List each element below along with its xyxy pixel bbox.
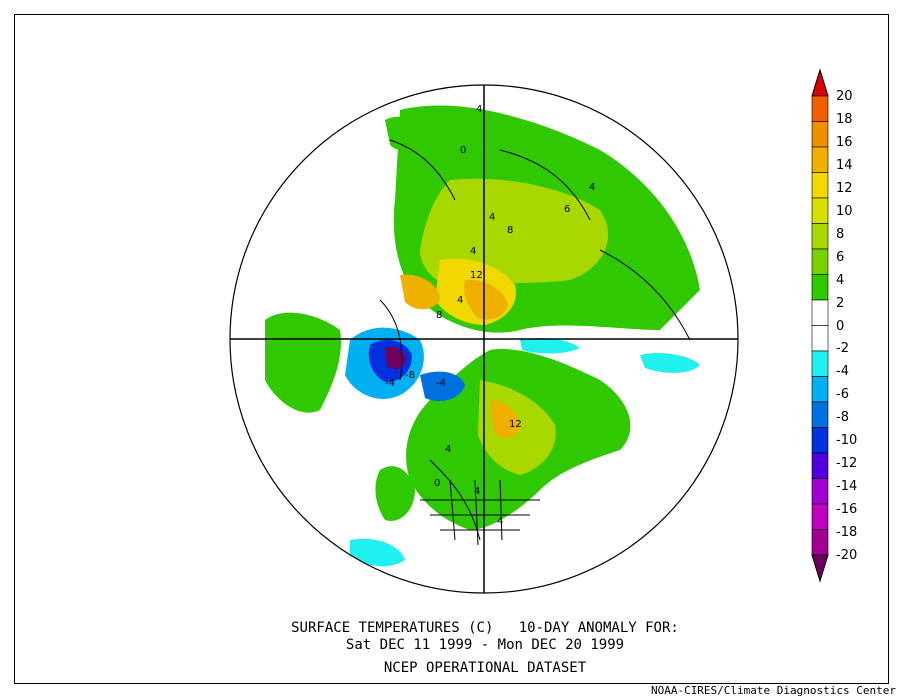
colorbar-segment: [811, 197, 829, 224]
colorbar-label: -2: [836, 341, 849, 357]
colorbar-label: 20: [836, 89, 853, 104]
colorbar-label: 18: [836, 111, 853, 127]
colorbar-label: 10: [836, 203, 853, 219]
anomaly-patch-pacific: [265, 312, 341, 413]
anomaly-core-canada: [490, 400, 520, 439]
contour-label: 12: [509, 419, 522, 430]
contour-label: 8: [507, 225, 513, 236]
colorbar: [811, 68, 829, 583]
colorbar-segment: [811, 452, 829, 479]
colorbar-segment: [811, 350, 829, 377]
contour-label: 8: [436, 310, 442, 321]
anomaly-field: [230, 85, 738, 593]
credit-text: NOAA-CIRES/Climate Diagnostics Center: [650, 684, 896, 697]
colorbar-segment: [811, 223, 829, 250]
colorbar-segment: [811, 427, 829, 454]
contour-label: 4: [457, 295, 463, 306]
colorbar-label: -16: [836, 502, 858, 518]
colorbar-segment: [811, 529, 829, 556]
colorbar-label: -6: [836, 387, 849, 403]
colorbar-segment: [811, 146, 829, 173]
colorbar-arrow-bottom: [811, 554, 829, 583]
anomaly-patch-cold-3: [350, 538, 405, 567]
contour-label: -4: [385, 378, 395, 389]
colorbar-label: 0: [836, 318, 845, 334]
colorbar-segment: [811, 299, 829, 326]
contour-label: 4: [497, 516, 503, 527]
colorbar-segment: [811, 95, 829, 122]
contour-label: 12: [470, 270, 483, 281]
colorbar-segment: [811, 325, 829, 352]
colorbar-label: 4: [836, 272, 845, 288]
anomaly-patch-cold-5: [520, 337, 580, 354]
colorbar-label: -20: [836, 548, 858, 563]
anomaly-patch-west-coast: [375, 466, 415, 521]
anomaly-core-siberia: [400, 274, 440, 310]
plot-frame: [14, 14, 889, 684]
colorbar-arrow-top: [811, 68, 829, 97]
colorbar-label: -8: [836, 410, 849, 426]
contour-label: 4: [489, 212, 495, 223]
colorbar-label: 2: [836, 295, 845, 311]
contour-label: 4: [470, 246, 476, 257]
anomaly-patch-small: [385, 116, 420, 151]
colorbar-label: -10: [836, 433, 858, 449]
colorbar-segment: [811, 478, 829, 505]
anomaly-patch-cold-2: [420, 371, 465, 402]
contour-label: 4: [476, 104, 482, 115]
colorbar-label: 12: [836, 180, 853, 196]
colorbar-label: 14: [836, 157, 853, 173]
contour-label: 4: [589, 182, 595, 193]
anomaly-core-alaska-purple: [385, 346, 406, 370]
colorbar-segment: [811, 172, 829, 199]
colorbar-segment: [811, 274, 829, 301]
anomaly-core-arctic: [464, 279, 508, 320]
colorbar-segment: [811, 121, 829, 148]
contour-labels: 4 0 4 8 4 12 8 4 -8 -4 -4 12 4 0 4 4 6 4: [385, 104, 595, 527]
contour-label: 6: [564, 204, 570, 215]
colorbar-segment: [811, 503, 829, 530]
title-line-1: SURFACE TEMPERATURES (C) 10-DAY ANOMALY …: [291, 620, 679, 636]
contour-label: 0: [434, 478, 440, 489]
colorbar-label: -12: [836, 456, 858, 472]
colorbar-label: 6: [836, 249, 845, 265]
anomaly-patch-cold-4: [640, 353, 700, 373]
title-line-3: NCEP OPERATIONAL DATASET: [383, 660, 587, 676]
colorbar-segment: [811, 401, 829, 428]
colorbar-label: -4: [836, 364, 849, 380]
contour-label: -8: [405, 370, 415, 381]
colorbar-label: -18: [836, 525, 858, 541]
contour-label: -4: [436, 378, 446, 389]
colorbar-segment: [811, 376, 829, 403]
contour-label: 4: [445, 444, 451, 455]
colorbar-label: 16: [836, 134, 853, 150]
state-borders: [420, 479, 540, 546]
contour-label: 4: [474, 486, 480, 497]
colorbar-label: 8: [836, 226, 845, 242]
coastlines: [379, 139, 691, 541]
colorbar-segment: [811, 248, 829, 275]
title-line-2: Sat DEC 11 1999 - Mon DEC 20 1999: [345, 637, 625, 653]
contour-label: 0: [460, 145, 466, 156]
colorbar-label: -14: [836, 479, 858, 495]
